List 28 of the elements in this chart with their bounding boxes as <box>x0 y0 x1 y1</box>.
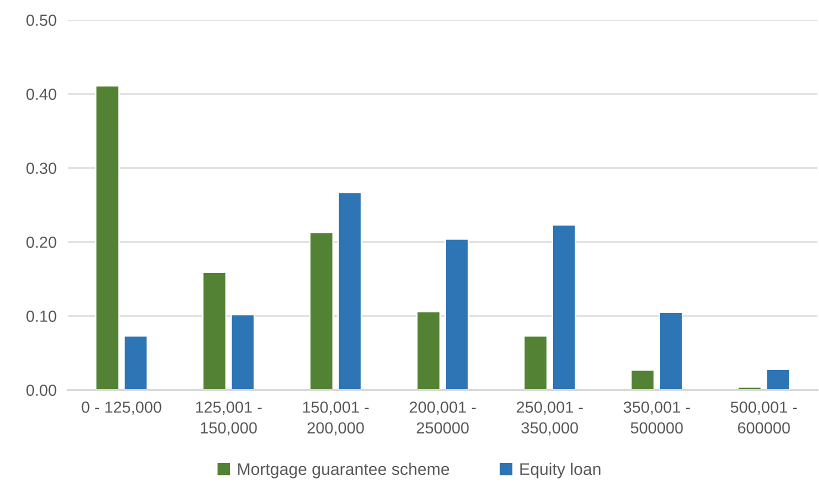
legend-label: Equity loan <box>520 462 600 478</box>
x-tick-label: 200,001 - 250000 <box>410 402 476 434</box>
x-tick-label: 500,001 - 600000 <box>730 402 797 434</box>
legend-label: Mortgage guarantee scheme <box>238 462 450 478</box>
x-tick-label: 350,001 - 500000 <box>624 402 690 434</box>
bar <box>658 312 684 390</box>
x-tick-label: 0 - 125,000 <box>82 402 162 415</box>
y-tick-label: 0.50 <box>26 14 56 26</box>
bar <box>416 310 441 390</box>
bar <box>766 368 790 390</box>
x-tick-label: 250,001 - 350,000 <box>516 402 583 436</box>
y-tick-label: 0.40 <box>26 88 56 100</box>
y-tick-label: 0.10 <box>26 310 56 322</box>
bar <box>95 85 120 390</box>
bar <box>123 335 148 390</box>
y-tick-label: 0.00 <box>26 384 56 396</box>
bar <box>552 224 576 390</box>
bar <box>309 232 334 390</box>
bar <box>630 369 655 390</box>
bar <box>202 272 227 390</box>
x-tick-label: 150,001 - 200,000 <box>303 402 369 436</box>
bar <box>444 238 470 390</box>
y-tick-label: 0.20 <box>26 236 56 248</box>
y-tick-label: 0.30 <box>26 162 56 174</box>
bar <box>230 314 256 390</box>
x-tick-label: 125,001 - 150,000 <box>196 402 262 436</box>
bar <box>523 335 548 390</box>
bar <box>337 192 362 390</box>
